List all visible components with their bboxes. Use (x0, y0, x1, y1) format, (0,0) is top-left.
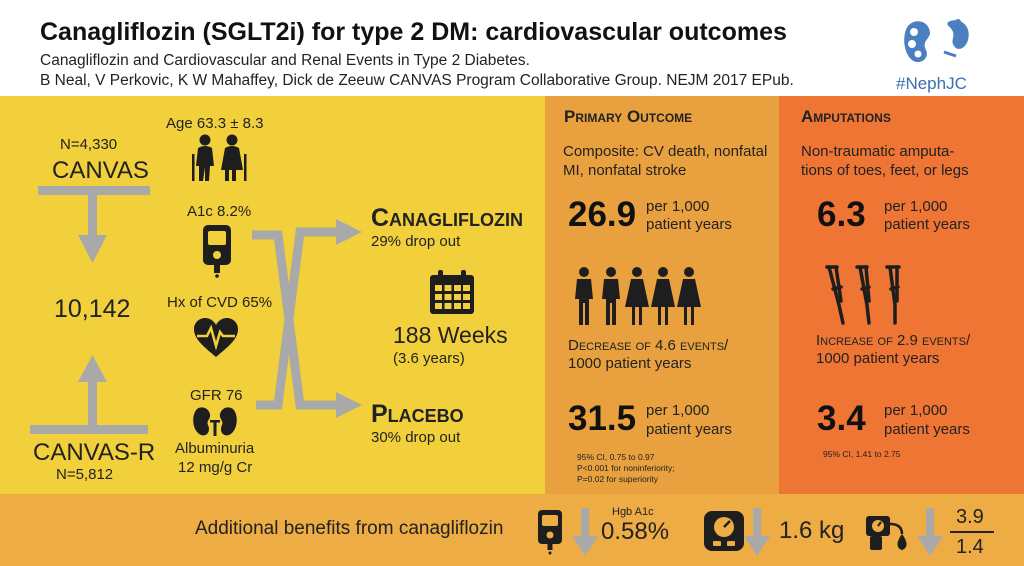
glucometer-small-icon (538, 510, 562, 555)
amputations-desc-line2: tions of toes, feet, or legs (801, 162, 969, 179)
hba1c-value: 0.58% (601, 518, 670, 545)
canvas-label: CANVAS (52, 157, 149, 184)
blood-pressure-icon (866, 516, 907, 550)
baseline-gfr: GFR 76 (190, 387, 243, 404)
trial-flow-arrows (30, 186, 150, 434)
primary-change-line1: Decrease of 4.6 events/ (568, 337, 729, 354)
page-subtitle: Canagliflozin and Cardiovascular and Ren… (40, 52, 530, 69)
canvas-n: N=4,330 (60, 136, 118, 153)
primary-placebo-rate: 31.5 (568, 399, 637, 438)
amputations-change-line2: 1000 patient years (816, 350, 940, 367)
randomization-arrows (252, 219, 362, 418)
bp-systolic: 3.9 (956, 506, 984, 528)
primary-change-line2: 1000 patient years (568, 355, 692, 372)
baseline-albuminuria: Albuminuria (175, 440, 255, 457)
page-title: Canagliflozin (SGLT2i) for type 2 DM: ca… (40, 18, 787, 46)
amputations-cana-unit1: per 1,000 (884, 198, 948, 215)
canagliflozin-dropout: 29% drop out (371, 233, 461, 250)
nephjc-logo-icon (904, 19, 969, 63)
scale-icon (704, 511, 744, 551)
primary-outcome-heading: Primary Outcome (564, 107, 693, 126)
canagliflozin-arm-label: Canagliflozin (371, 204, 524, 232)
elderly-couple-icon (192, 134, 247, 181)
crutches-icon (825, 265, 901, 325)
amputations-stat-line1: 95% CI, 1.41 to 2.75 (823, 449, 901, 459)
bp-fraction-divider (950, 531, 994, 533)
primary-cana-unit2: patient years (646, 216, 732, 233)
amputations-heading: Amputations (801, 107, 891, 126)
citation: B Neal, V Perkovic, K W Mahaffey, Dick d… (40, 72, 794, 89)
benefits-panel (0, 494, 1024, 566)
primary-desc-line1: Composite: CV death, nonfatal (563, 143, 768, 160)
amputations-placebo-rate: 3.4 (817, 399, 866, 438)
down-arrow-weight-icon (744, 508, 770, 556)
primary-placebo-unit1: per 1,000 (646, 402, 710, 419)
primary-placebo-unit2: patient years (646, 421, 732, 438)
people-icon (575, 267, 701, 325)
glucometer-icon (203, 225, 231, 278)
down-arrow-hba1c-icon (572, 508, 598, 556)
benefits-label: Additional benefits from canagliflozin (195, 518, 504, 539)
primary-stat-line1: 95% CI, 0.75 to 0.97 (577, 452, 655, 462)
follow-up-weeks: 188 Weeks (393, 322, 508, 348)
total-enrolled: 10,142 (54, 295, 131, 323)
weight-value: 1.6 kg (779, 517, 845, 544)
baseline-a1c: A1c 8.2% (187, 203, 252, 220)
placebo-dropout: 30% drop out (371, 429, 461, 446)
baseline-cvd: Hx of CVD 65% (167, 294, 273, 311)
baseline-albuminuria-value: 12 mg/g Cr (178, 459, 253, 476)
primary-stat-line2: P<0.001 for noninferiority; (577, 463, 675, 473)
baseline-age: Age 63.3 ± 8.3 (166, 115, 264, 132)
primary-cana-unit1: per 1,000 (646, 198, 710, 215)
amputations-change-line1: Increase of 2.9 events/ (816, 332, 971, 349)
amputations-cana-rate: 6.3 (817, 195, 866, 234)
amputations-placebo-unit2: patient years (884, 421, 970, 438)
bp-diastolic: 1.4 (956, 536, 984, 558)
calendar-icon (430, 270, 474, 314)
follow-up-years: (3.6 years) (393, 350, 465, 367)
amputations-placebo-unit1: per 1,000 (884, 402, 948, 419)
down-arrow-bp-icon (917, 508, 943, 556)
primary-desc-line2: MI, nonfatal stroke (563, 162, 687, 179)
amputations-panel (779, 96, 1024, 494)
amputations-cana-unit2: patient years (884, 216, 970, 233)
primary-stat-line3: P=0.02 for superiority (577, 474, 659, 484)
hba1c-label: Hgb A1c (612, 506, 654, 518)
placebo-arm-label: Placebo (371, 400, 464, 428)
heart-ecg-icon (194, 318, 238, 357)
hashtag: #NephJC (896, 74, 967, 93)
canvas-r-label: CANVAS-R (33, 439, 156, 466)
kidneys-icon (193, 407, 237, 436)
primary-cana-rate: 26.9 (568, 195, 637, 234)
canvas-r-n: N=5,812 (56, 466, 114, 483)
amputations-desc-line1: Non-traumatic amputa- (801, 143, 955, 160)
